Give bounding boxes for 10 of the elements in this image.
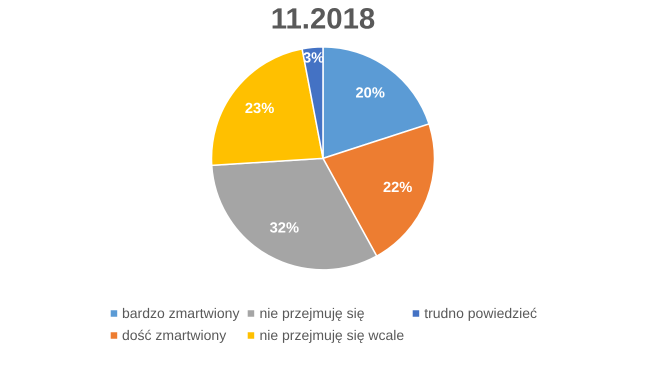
data-label: 23% bbox=[244, 101, 274, 118]
chart-title: 11.2018 bbox=[270, 2, 376, 36]
data-label: 22% bbox=[382, 180, 412, 196]
legend-label: nie przejmuję się wcale bbox=[259, 327, 404, 343]
data-label: 32% bbox=[270, 220, 299, 237]
legend-label: dość zmartwiony bbox=[122, 327, 226, 343]
data-label: 20% bbox=[356, 85, 385, 102]
legend-label: trudno powiedzieć bbox=[424, 305, 538, 321]
legend-label: bardzo zmartwiony bbox=[122, 305, 240, 321]
legend-label: nie przejmuję się bbox=[259, 305, 365, 321]
